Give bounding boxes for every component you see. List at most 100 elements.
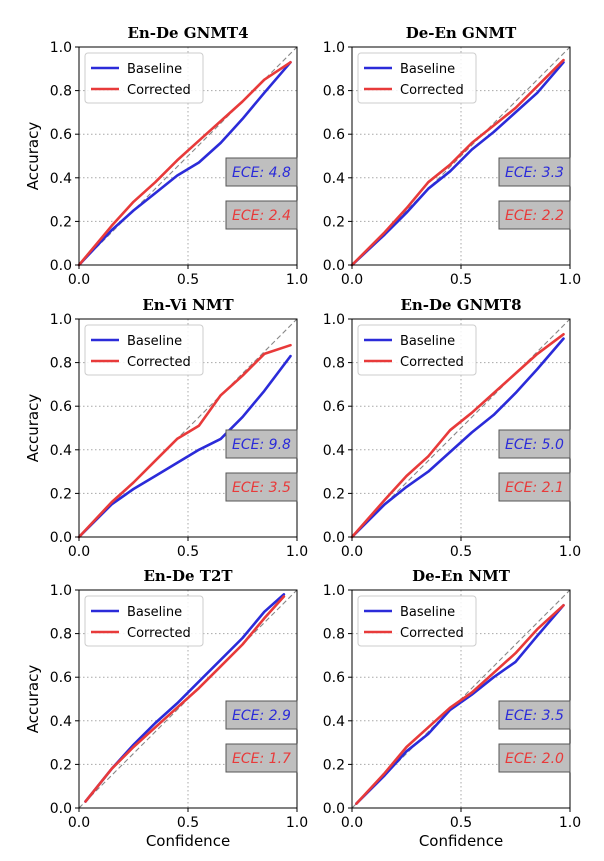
y-tick-label: 1.0 — [323, 40, 345, 56]
ece-box-corrected — [225, 200, 298, 230]
series-line-baseline — [350, 60, 565, 267]
y-tick-label: 0.0 — [50, 530, 72, 546]
legend-label-baseline: Baseline — [400, 334, 455, 349]
ece-box-corrected — [498, 743, 571, 773]
y-axis-label: Accuracy — [24, 665, 42, 734]
ece-box-baseline — [498, 157, 571, 187]
x-tick-label: 0.0 — [68, 544, 90, 560]
y-tick-label: 0.2 — [50, 757, 72, 773]
ece-box-baseline — [225, 429, 298, 459]
legend: Baseline Corrected — [84, 324, 204, 376]
y-tick-label: 1.0 — [50, 312, 72, 328]
ece-box-baseline — [225, 700, 298, 730]
y-tick-label: 0.4 — [50, 171, 72, 187]
chart-panel-en-de-t2t: En-De T2T 0.0 0.5 1.0 0.0 0.2 0.4 0.6 0.8 1.0 Accu… — [24, 567, 308, 850]
legend-label-corrected: Corrected — [400, 626, 464, 641]
y-tick-label: 0.0 — [50, 801, 72, 817]
ece-label-baseline: ECE: 5.0 — [505, 437, 564, 453]
y-tick-label: 0.2 — [323, 486, 345, 502]
ece-label-baseline: ECE: 3.3 — [505, 165, 564, 181]
legend: Baseline Corrected — [84, 595, 204, 647]
x-tick-label: 1.0 — [559, 272, 581, 288]
x-tick-label: 0.0 — [68, 272, 90, 288]
y-tick-label: 0.2 — [50, 486, 72, 502]
legend-frame — [357, 52, 477, 104]
chart-title: En-De T2T — [143, 567, 233, 585]
y-tick-label: 0.8 — [323, 84, 345, 100]
y-tick-label: 0.6 — [323, 127, 345, 143]
y-tick-label: 0.8 — [50, 356, 72, 372]
ece-box-baseline — [498, 429, 571, 459]
chart-title: En-De GNMT8 — [400, 296, 521, 314]
y-tick-label: 1.0 — [323, 583, 345, 599]
chart-title: En-De GNMT4 — [127, 24, 248, 42]
y-tick-label: 0.2 — [50, 214, 72, 230]
legend-label-baseline: Baseline — [400, 62, 455, 77]
y-tick-label: 0.0 — [323, 530, 345, 546]
y-tick-label: 0.6 — [323, 399, 345, 415]
chart-panel-de-en-nmt: De-En NMT 0.0 0.5 1.0 0.0 0.2 0.4 0.6 0.8 1.0 Conf… — [323, 567, 581, 850]
y-tick-label: 0.8 — [50, 627, 72, 643]
legend-label-baseline: Baseline — [400, 605, 455, 620]
chart-panel-en-de-gnmt4: En-De GNMT4 0.0 0.5 1.0 0.0 0.2 0.4 0.6 0.8 1.0 Ac… — [24, 24, 308, 288]
ece-box-baseline — [225, 157, 298, 187]
x-tick-label: 0.0 — [341, 815, 363, 831]
y-tick-label: 0.2 — [323, 757, 345, 773]
legend-frame — [357, 324, 477, 376]
y-tick-label: 0.6 — [50, 399, 72, 415]
legend: Baseline Corrected — [357, 595, 477, 647]
series-line-corrected — [77, 343, 292, 539]
chart-title: De-En GNMT — [406, 24, 517, 42]
y-tick-label: 1.0 — [50, 40, 72, 56]
chart-panel-de-en-gnmt: De-En GNMT 0.0 0.5 1.0 0.0 0.2 0.4 0.6 0.8 1.0 Bas… — [323, 24, 581, 288]
x-tick-label: 0.5 — [177, 815, 199, 831]
ece-box-corrected — [498, 200, 571, 230]
legend-label-baseline: Baseline — [127, 62, 182, 77]
y-tick-label: 0.8 — [323, 627, 345, 643]
legend: Baseline Corrected — [357, 52, 477, 104]
legend-label-corrected: Corrected — [127, 626, 191, 641]
y-tick-label: 0.4 — [50, 714, 72, 730]
legend-frame — [84, 595, 204, 647]
y-tick-label: 0.8 — [323, 356, 345, 372]
ece-box-baseline — [498, 700, 571, 730]
series-line-corrected — [355, 603, 565, 805]
y-tick-label: 0.8 — [50, 84, 72, 100]
y-tick-label: 0.6 — [323, 670, 345, 686]
chart-title: De-En NMT — [412, 567, 511, 585]
ece-box-corrected — [225, 743, 298, 773]
legend-label-corrected: Corrected — [127, 83, 191, 98]
series-line-baseline — [77, 60, 292, 267]
series-line-baseline — [77, 354, 292, 539]
x-tick-label: 0.5 — [177, 544, 199, 560]
ece-box-corrected — [225, 472, 298, 502]
legend-frame — [357, 595, 477, 647]
x-tick-label: 0.5 — [450, 544, 472, 560]
y-tick-label: 0.6 — [50, 670, 72, 686]
y-tick-label: 0.4 — [323, 171, 345, 187]
legend: Baseline Corrected — [357, 324, 477, 376]
x-tick-label: 0.5 — [450, 815, 472, 831]
x-axis-label: Confidence — [146, 832, 230, 850]
ece-label-corrected: ECE: 2.2 — [505, 208, 564, 224]
ece-label-corrected: ECE: 2.1 — [505, 480, 564, 496]
y-tick-label: 0.0 — [323, 801, 345, 817]
chart-title: En-Vi NMT — [142, 296, 234, 314]
x-tick-label: 0.5 — [177, 272, 199, 288]
ece-label-corrected: ECE: 2.0 — [505, 751, 564, 767]
series-line-corrected — [350, 332, 565, 539]
legend-frame — [84, 52, 204, 104]
y-tick-label: 0.4 — [323, 443, 345, 459]
chart-panel-en-vi-nmt: En-Vi NMT 0.0 0.5 1.0 0.0 0.2 0.4 0.6 0.8 1.0 Accu… — [24, 296, 308, 560]
legend-label-corrected: Corrected — [127, 355, 191, 370]
x-tick-label: 1.0 — [286, 272, 308, 288]
legend-label-baseline: Baseline — [127, 334, 182, 349]
series-line-baseline — [350, 337, 565, 539]
chart-panel-en-de-gnmt8: En-De GNMT8 0.0 0.5 1.0 0.0 0.2 0.4 0.6 0.8 1.0 Ba… — [323, 296, 581, 560]
x-tick-label: 0.0 — [341, 544, 363, 560]
legend-frame — [84, 324, 204, 376]
ece-label-baseline: ECE: 4.8 — [232, 165, 291, 181]
y-tick-label: 0.4 — [50, 443, 72, 459]
ece-label-baseline: ECE: 3.5 — [505, 708, 564, 724]
ece-label-corrected: ECE: 2.4 — [232, 208, 291, 224]
